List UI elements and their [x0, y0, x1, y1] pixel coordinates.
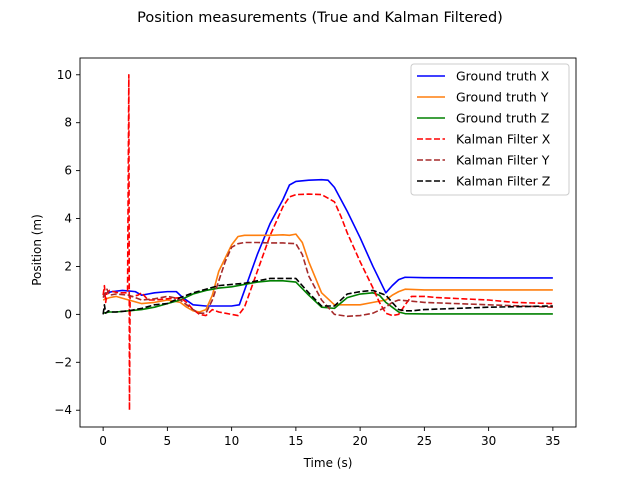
x-tick-label: 15 [288, 434, 303, 448]
x-tick-label: 35 [545, 434, 560, 448]
legend-label: Kalman Filter Z [456, 174, 550, 189]
y-tick-label: 4 [64, 212, 72, 226]
y-tick-label: 0 [64, 307, 72, 321]
series-line-kalman-filter-x [102, 73, 553, 412]
legend-label: Ground truth Z [456, 111, 549, 126]
x-tick-label: 20 [352, 434, 367, 448]
y-tick-label: 6 [64, 164, 72, 178]
legend-label: Kalman Filter Y [456, 153, 550, 168]
legend-box [410, 63, 570, 196]
y-axis: −4 −2 0 2 4 6 8 10 [54, 68, 80, 417]
x-axis: 0 5 10 15 20 25 30 35 [99, 427, 561, 448]
series-line-ground-truth-y [102, 233, 553, 313]
y-tick-label: −2 [54, 355, 72, 369]
legend-label: Ground truth Y [456, 90, 549, 105]
y-tick-label: 2 [64, 259, 72, 273]
legend: Ground truth X Ground truth Y Ground truth… [410, 63, 570, 196]
x-tick-label: 10 [224, 434, 239, 448]
series-line-ground-truth-z [102, 280, 553, 315]
axes-frame [79, 57, 577, 428]
legend-label: Ground truth X [456, 69, 550, 84]
legend-label: Kalman Filter X [456, 132, 551, 147]
x-tick-label: 0 [99, 434, 107, 448]
series-line-kalman-filter-y [102, 241, 553, 318]
chart-title: Position measurements (True and Kalman F… [137, 10, 503, 26]
x-tick-label: 30 [481, 434, 496, 448]
series-layer [102, 73, 553, 412]
plot-area-border [79, 57, 577, 428]
series-line-kalman-filter-z [102, 277, 553, 315]
series-line-ground-truth-x [102, 178, 553, 307]
y-tick-label: 10 [57, 68, 72, 82]
y-tick-label: −4 [54, 403, 72, 417]
x-tick-label: 25 [417, 434, 432, 448]
x-axis-label: Time (s) [303, 456, 353, 470]
y-tick-label: 8 [64, 116, 72, 130]
y-axis-label: Position (m) [30, 214, 44, 286]
x-tick-label: 5 [164, 434, 172, 448]
